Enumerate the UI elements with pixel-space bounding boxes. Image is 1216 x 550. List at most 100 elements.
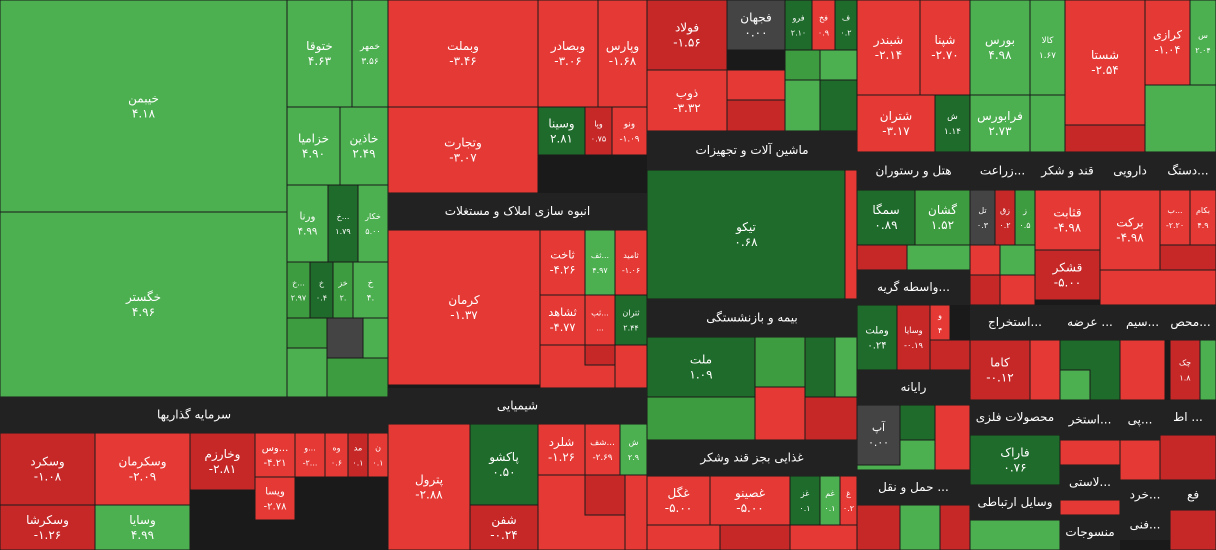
tile-symbol: فخ [819, 14, 828, 23]
tile-symbol: شپنا [935, 33, 956, 47]
tile [1029, 94, 1066, 153]
tile-change: ۰.۱ [824, 504, 835, 513]
tile-change: ۲.۴۹ [352, 147, 375, 161]
tile-change: ۰.۷۶ [1003, 461, 1026, 475]
tile [834, 336, 858, 398]
tile [1119, 439, 1161, 481]
tile-symbol: ز [1022, 206, 1027, 215]
sector-title: سرمایه گذاریها [157, 408, 231, 423]
tile [387, 229, 541, 386]
tile-symbol: ثشاهد [548, 306, 576, 319]
tile-symbol: غگل [668, 486, 690, 500]
tile [969, 0, 1031, 96]
tile [1064, 0, 1146, 126]
tile [614, 344, 648, 389]
sector-header [1160, 400, 1216, 435]
tile-change: ۰.۱ [352, 459, 363, 468]
sector-header [1165, 305, 1216, 340]
tile [646, 69, 728, 132]
sector-header [1060, 305, 1120, 340]
sector-header [1170, 480, 1216, 510]
tile [899, 504, 941, 550]
sector-title: شیمیایی [497, 399, 538, 413]
tile-symbol: خ... [292, 279, 305, 288]
tile-symbol: خمهر [359, 42, 380, 52]
tile [969, 434, 1061, 486]
tile-symbol: وپا [594, 120, 603, 129]
tile-symbol: ثف... [591, 251, 609, 260]
tile-symbol: وس... [262, 443, 289, 454]
tile-change: -۵.۰۰ [736, 501, 763, 515]
tile [254, 476, 296, 521]
tile-symbol: تیکو [735, 220, 756, 235]
tile [624, 474, 648, 550]
sector-title: عرضه ... [1067, 315, 1113, 330]
tile [969, 94, 1031, 153]
tile-symbol: شبندر [873, 33, 903, 48]
tile-symbol: وپارس [606, 39, 639, 54]
tile-symbol: فولاد [675, 21, 699, 36]
tile [856, 304, 898, 371]
tile-symbol: خ... [337, 212, 350, 221]
sector-header [1060, 465, 1120, 500]
tile [646, 169, 846, 300]
tile [347, 432, 369, 478]
sector-header [857, 370, 970, 405]
tile-symbol: ملت [690, 353, 712, 367]
tile-change: ۱.۸ [1179, 374, 1191, 383]
tile-symbol: کالا [1042, 36, 1055, 46]
tile [286, 317, 328, 349]
tile [804, 336, 836, 398]
tile-symbol: پاکشو [488, 450, 519, 465]
sector-title: قند و شکر [1040, 164, 1093, 179]
tile-change: -۴.۹۸ [1054, 221, 1082, 235]
tile-change: ۲.۷۳ [988, 124, 1012, 138]
tile-change: -۲.۷۰ [931, 48, 958, 62]
sector-header [970, 305, 1060, 340]
tile-symbol: س [1198, 31, 1208, 40]
tile-change: ۴.۹۹ [131, 528, 154, 542]
tile-symbol: فرو [791, 14, 804, 23]
tile-change: -۳.۴۶ [449, 54, 476, 68]
sector-title: استخر... [1068, 413, 1112, 428]
tile [969, 189, 996, 246]
tile-symbol: خز [337, 279, 347, 288]
tile-symbol: خیبمن [128, 92, 159, 107]
tile-change: ۲.۸۱ [550, 132, 573, 146]
tile-change: ۰.۷۵ [591, 135, 606, 144]
tile [1159, 244, 1216, 271]
sector-title: وسایل ارتباطی [977, 495, 1052, 510]
tile [469, 423, 539, 506]
tile-change: -۴.۲۶ [550, 264, 576, 277]
tile-change: -۱.۶۸ [609, 54, 637, 68]
tile [896, 304, 931, 371]
tile-symbol: بورس [985, 33, 1015, 48]
sector-header [1120, 480, 1170, 510]
sector-title: رایانه [901, 380, 927, 395]
tile-symbol: شفن [491, 513, 516, 528]
tile [324, 432, 349, 478]
tile-change: ۲. [340, 294, 347, 303]
sector-header [1060, 400, 1120, 440]
tile [611, 106, 648, 156]
tile-change: ۰.۱ [372, 459, 383, 468]
tile-change: ۲.۴۴ [623, 324, 638, 333]
tile [1189, 0, 1216, 86]
tile [719, 524, 791, 550]
tile-change: ۰.۹ [818, 29, 829, 38]
tile-change: ۱.۶۷ [1039, 51, 1056, 61]
sector-header [1160, 152, 1216, 190]
tile-symbol: ذوب [676, 86, 698, 101]
tile-change: ۴.۹۹ [298, 226, 318, 238]
tile-symbol: وسکرمان [119, 455, 167, 470]
tile-change: -۱.۳۷ [450, 308, 478, 322]
sector-header [388, 193, 647, 230]
sector-title: دستگ... [1167, 164, 1208, 178]
tile [1144, 84, 1216, 153]
sector-header [1120, 510, 1170, 540]
tile [754, 336, 806, 388]
tile-change: -۱.۰۹ [619, 135, 639, 145]
tile-change: -۲.۲۰ [1166, 221, 1184, 230]
tile [1199, 339, 1216, 401]
sector-title: غذایی بجز قند وشکر [699, 451, 803, 466]
